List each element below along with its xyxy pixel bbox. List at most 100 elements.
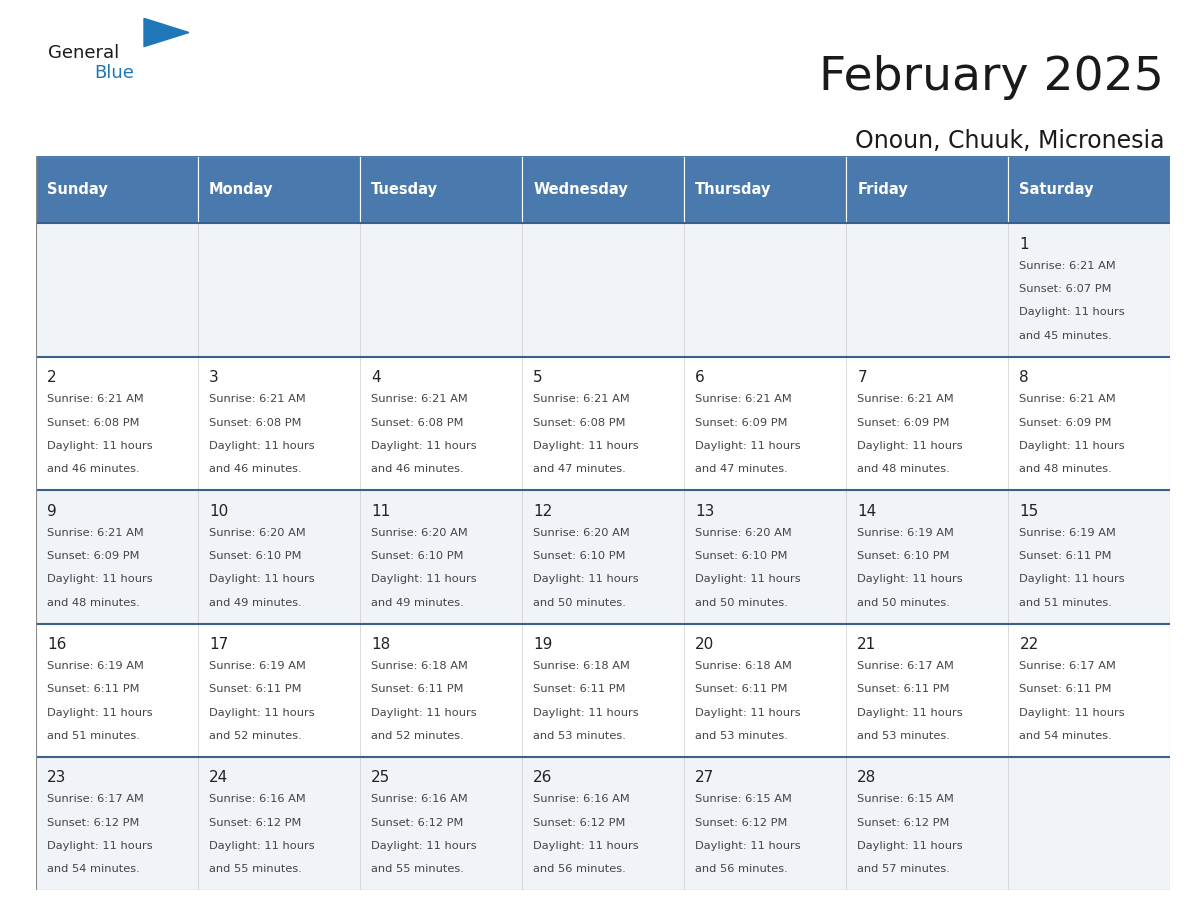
Text: Daylight: 11 hours: Daylight: 11 hours <box>858 575 963 584</box>
Text: Daylight: 11 hours: Daylight: 11 hours <box>695 575 801 584</box>
Text: 25: 25 <box>371 770 391 786</box>
Text: and 53 minutes.: and 53 minutes. <box>858 731 950 741</box>
Bar <box>846 156 1009 223</box>
Text: 2: 2 <box>48 370 57 386</box>
Bar <box>684 490 846 623</box>
Text: 13: 13 <box>695 504 715 519</box>
Bar <box>197 357 360 490</box>
Text: Onoun, Chuuk, Micronesia: Onoun, Chuuk, Micronesia <box>854 129 1164 152</box>
Text: Sunset: 6:08 PM: Sunset: 6:08 PM <box>48 418 139 428</box>
Text: Sunset: 6:12 PM: Sunset: 6:12 PM <box>48 818 139 828</box>
Text: and 46 minutes.: and 46 minutes. <box>371 465 463 475</box>
Bar <box>36 357 197 490</box>
Bar <box>846 623 1009 757</box>
Bar <box>684 156 846 223</box>
Text: Sunrise: 6:20 AM: Sunrise: 6:20 AM <box>371 528 468 538</box>
Bar <box>1009 357 1170 490</box>
Text: Sunset: 6:11 PM: Sunset: 6:11 PM <box>1019 684 1112 694</box>
Text: Sunset: 6:12 PM: Sunset: 6:12 PM <box>695 818 788 828</box>
Text: Sunset: 6:10 PM: Sunset: 6:10 PM <box>533 551 626 561</box>
Text: and 56 minutes.: and 56 minutes. <box>533 865 626 875</box>
Text: Sunrise: 6:19 AM: Sunrise: 6:19 AM <box>209 661 307 671</box>
Text: 26: 26 <box>533 770 552 786</box>
Text: Daylight: 11 hours: Daylight: 11 hours <box>1019 708 1125 718</box>
Bar <box>684 357 846 490</box>
Text: Daylight: 11 hours: Daylight: 11 hours <box>371 841 476 851</box>
Text: 15: 15 <box>1019 504 1038 519</box>
Text: Sunrise: 6:18 AM: Sunrise: 6:18 AM <box>371 661 468 671</box>
Bar <box>36 490 197 623</box>
Text: Sunset: 6:10 PM: Sunset: 6:10 PM <box>858 551 950 561</box>
Text: Sunrise: 6:21 AM: Sunrise: 6:21 AM <box>533 394 630 404</box>
Text: and 55 minutes.: and 55 minutes. <box>371 865 465 875</box>
Text: Sunset: 6:09 PM: Sunset: 6:09 PM <box>1019 418 1112 428</box>
Bar <box>360 223 522 357</box>
Bar <box>684 223 846 357</box>
Bar <box>197 156 360 223</box>
Text: Daylight: 11 hours: Daylight: 11 hours <box>48 575 152 584</box>
Text: Sunrise: 6:21 AM: Sunrise: 6:21 AM <box>858 394 954 404</box>
Text: Sunset: 6:11 PM: Sunset: 6:11 PM <box>1019 551 1112 561</box>
Bar <box>1009 490 1170 623</box>
Text: Sunset: 6:08 PM: Sunset: 6:08 PM <box>209 418 302 428</box>
Bar <box>846 223 1009 357</box>
Text: Saturday: Saturday <box>1019 182 1094 197</box>
Bar <box>522 757 684 890</box>
Text: 19: 19 <box>533 637 552 652</box>
Text: Sunset: 6:12 PM: Sunset: 6:12 PM <box>533 818 626 828</box>
Text: Daylight: 11 hours: Daylight: 11 hours <box>48 841 152 851</box>
Text: Daylight: 11 hours: Daylight: 11 hours <box>209 841 315 851</box>
Bar <box>522 490 684 623</box>
Text: and 53 minutes.: and 53 minutes. <box>533 731 626 741</box>
Text: and 50 minutes.: and 50 minutes. <box>858 598 950 608</box>
Text: Sunset: 6:12 PM: Sunset: 6:12 PM <box>209 818 302 828</box>
Text: 3: 3 <box>209 370 219 386</box>
Text: 7: 7 <box>858 370 867 386</box>
Text: Daylight: 11 hours: Daylight: 11 hours <box>209 708 315 718</box>
Text: Sunset: 6:09 PM: Sunset: 6:09 PM <box>48 551 139 561</box>
Text: Daylight: 11 hours: Daylight: 11 hours <box>858 708 963 718</box>
Text: and 52 minutes.: and 52 minutes. <box>371 731 463 741</box>
Text: and 48 minutes.: and 48 minutes. <box>48 598 140 608</box>
Bar <box>846 357 1009 490</box>
Text: Sunset: 6:09 PM: Sunset: 6:09 PM <box>858 418 950 428</box>
Text: Sunrise: 6:21 AM: Sunrise: 6:21 AM <box>1019 261 1117 271</box>
Text: and 52 minutes.: and 52 minutes. <box>209 731 302 741</box>
Text: and 47 minutes.: and 47 minutes. <box>533 465 626 475</box>
Text: Daylight: 11 hours: Daylight: 11 hours <box>371 708 476 718</box>
Text: Sunset: 6:10 PM: Sunset: 6:10 PM <box>371 551 463 561</box>
Bar <box>36 156 197 223</box>
Bar <box>1009 623 1170 757</box>
Text: Sunset: 6:07 PM: Sunset: 6:07 PM <box>1019 284 1112 294</box>
Text: Sunset: 6:11 PM: Sunset: 6:11 PM <box>533 684 626 694</box>
Bar <box>36 757 197 890</box>
Bar <box>197 223 360 357</box>
Text: and 54 minutes.: and 54 minutes. <box>1019 731 1112 741</box>
Text: Sunset: 6:12 PM: Sunset: 6:12 PM <box>858 818 949 828</box>
Text: Wednesday: Wednesday <box>533 182 628 197</box>
Text: Daylight: 11 hours: Daylight: 11 hours <box>371 441 476 451</box>
Text: Sunrise: 6:18 AM: Sunrise: 6:18 AM <box>533 661 630 671</box>
Bar <box>684 757 846 890</box>
Bar <box>1009 156 1170 223</box>
Text: and 49 minutes.: and 49 minutes. <box>209 598 302 608</box>
Text: and 46 minutes.: and 46 minutes. <box>48 465 140 475</box>
Bar <box>360 156 522 223</box>
Bar <box>522 223 684 357</box>
Text: Sunrise: 6:21 AM: Sunrise: 6:21 AM <box>48 394 144 404</box>
Text: and 49 minutes.: and 49 minutes. <box>371 598 463 608</box>
Text: Daylight: 11 hours: Daylight: 11 hours <box>695 441 801 451</box>
Text: and 51 minutes.: and 51 minutes. <box>48 731 140 741</box>
Text: and 51 minutes.: and 51 minutes. <box>1019 598 1112 608</box>
Bar <box>360 490 522 623</box>
Text: Sunrise: 6:15 AM: Sunrise: 6:15 AM <box>858 794 954 804</box>
Text: 5: 5 <box>533 370 543 386</box>
Text: 11: 11 <box>371 504 391 519</box>
Text: Sunset: 6:11 PM: Sunset: 6:11 PM <box>858 684 950 694</box>
Bar <box>522 623 684 757</box>
Text: Sunrise: 6:20 AM: Sunrise: 6:20 AM <box>533 528 630 538</box>
Text: Daylight: 11 hours: Daylight: 11 hours <box>209 441 315 451</box>
Text: 12: 12 <box>533 504 552 519</box>
Text: 16: 16 <box>48 637 67 652</box>
Bar <box>197 490 360 623</box>
